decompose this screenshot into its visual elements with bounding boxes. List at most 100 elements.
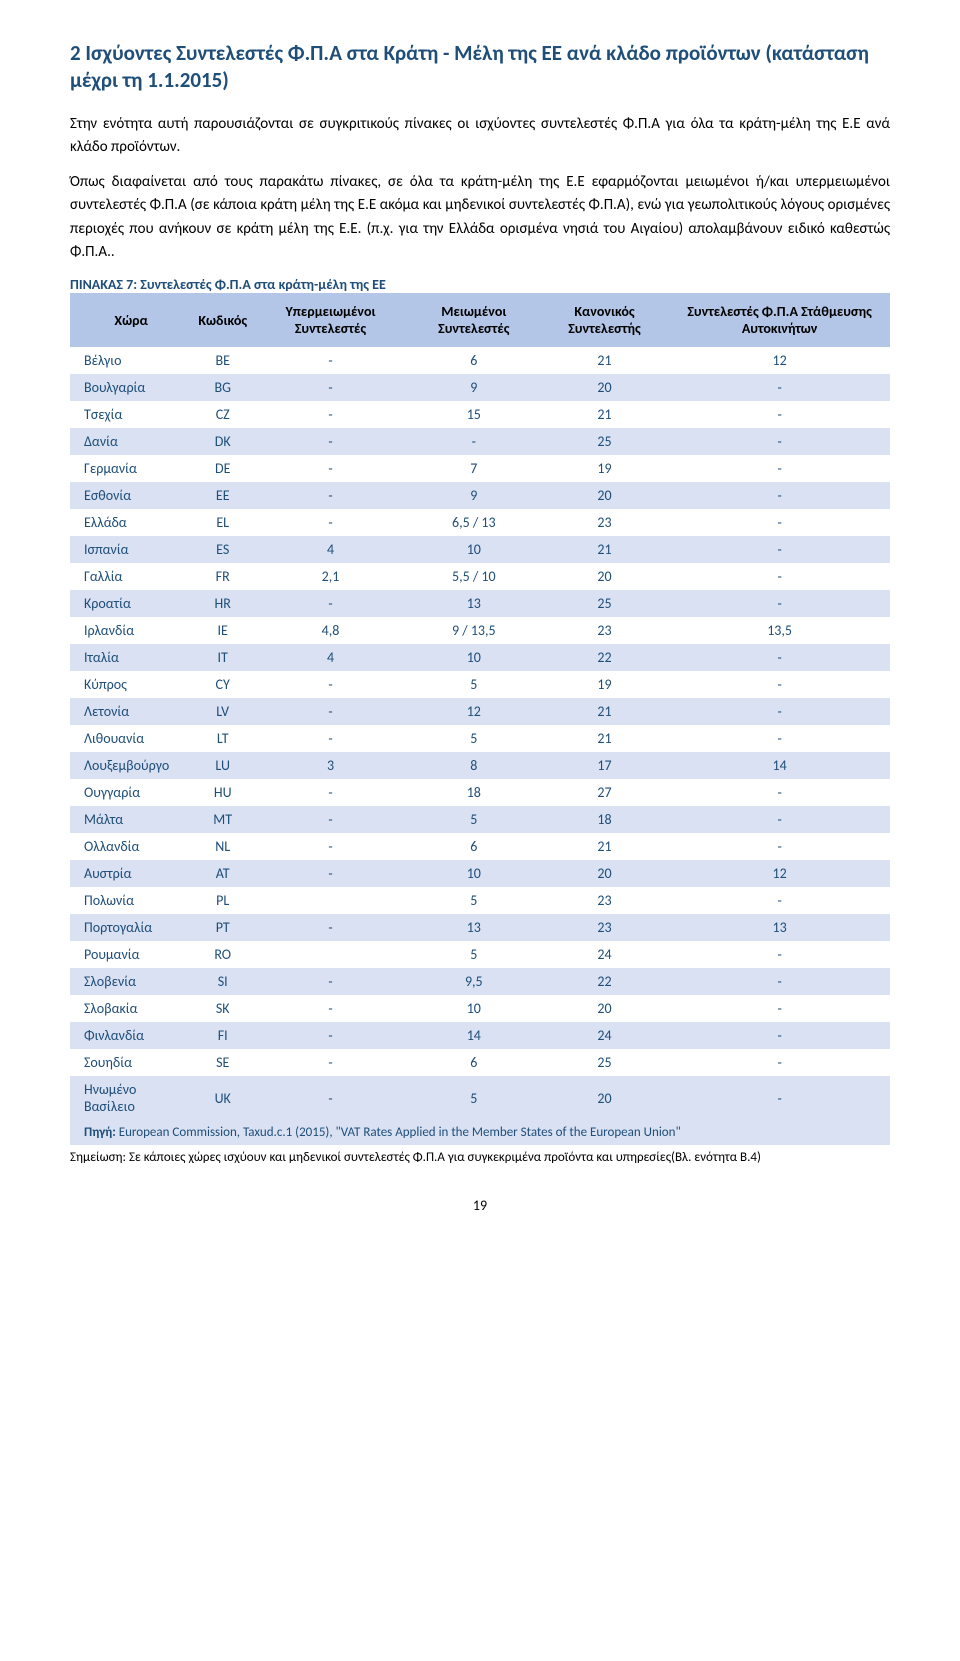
intro-paragraph-2: Όπως διαφαίνεται από τους παρακάτω πίνακ… <box>70 171 890 264</box>
table-cell: - <box>253 401 408 428</box>
table-cell: - <box>253 806 408 833</box>
table-row: ΕλλάδαEL-6,5 / 1323- <box>70 509 890 536</box>
table-cell: - <box>669 455 890 482</box>
table-cell: FI <box>192 1022 253 1049</box>
table-cell: - <box>669 1049 890 1076</box>
table-row: ΑυστρίαAT-102012 <box>70 860 890 887</box>
table-row: ΔανίαDK--25- <box>70 428 890 455</box>
table-cell: 2,1 <box>253 563 408 590</box>
table-cell: 4 <box>253 536 408 563</box>
table-cell: - <box>669 509 890 536</box>
table-row: ΠορτογαλίαPT-132313 <box>70 914 890 941</box>
table-row: ΓερμανίαDE-719- <box>70 455 890 482</box>
table-cell: 15 <box>408 401 540 428</box>
table-cell: - <box>669 941 890 968</box>
table-cell: 6 <box>408 347 540 374</box>
table-cell: 14 <box>408 1022 540 1049</box>
table-cell: 20 <box>540 860 670 887</box>
table-cell: - <box>669 1076 890 1120</box>
table-cell: - <box>253 779 408 806</box>
table-row: ΟλλανδίαNL-621- <box>70 833 890 860</box>
table-cell: Κροατία <box>70 590 192 617</box>
table-cell: 3 <box>253 752 408 779</box>
table-cell: 27 <box>540 779 670 806</box>
table-cell: Πορτογαλία <box>70 914 192 941</box>
table-cell: Πολωνία <box>70 887 192 914</box>
table-cell: 10 <box>408 995 540 1022</box>
table-cell: SI <box>192 968 253 995</box>
table-cell: 6 <box>408 1049 540 1076</box>
table-cell: 13 <box>408 914 540 941</box>
section-heading: 2 Ισχύοντες Συντελεστές Φ.Π.Α στα Κράτη … <box>70 40 890 95</box>
table-cell: EE <box>192 482 253 509</box>
table-cell: Βουλγαρία <box>70 374 192 401</box>
table-cell: - <box>408 428 540 455</box>
table-cell: - <box>669 482 890 509</box>
table-cell: - <box>669 536 890 563</box>
table-cell: 25 <box>540 590 670 617</box>
table-cell: - <box>669 995 890 1022</box>
table-cell: - <box>669 428 890 455</box>
table-cell: 21 <box>540 536 670 563</box>
table-cell: - <box>669 725 890 752</box>
table-cell <box>253 941 408 968</box>
table-cell: CY <box>192 671 253 698</box>
table-row: ΠολωνίαPL523- <box>70 887 890 914</box>
table-cell: - <box>669 968 890 995</box>
table-row: ΛουξεμβούργοLU381714 <box>70 752 890 779</box>
table-row: ΣουηδίαSE-625- <box>70 1049 890 1076</box>
table-cell: 5 <box>408 1076 540 1120</box>
table-cell: BE <box>192 347 253 374</box>
table-cell: 5 <box>408 671 540 698</box>
table-cell: - <box>253 725 408 752</box>
table-cell: Ουγγαρία <box>70 779 192 806</box>
table-cell: - <box>669 590 890 617</box>
intro-paragraph-1: Στην ενότητα αυτή παρουσιάζονται σε συγκ… <box>70 113 890 160</box>
table-cell: Ιταλία <box>70 644 192 671</box>
table-row: ΦινλανδίαFI-1424- <box>70 1022 890 1049</box>
table-cell: 7 <box>408 455 540 482</box>
table-row: ΓαλλίαFR2,15,5 / 1020- <box>70 563 890 590</box>
table-row: ΚύπροςCY-519- <box>70 671 890 698</box>
table-cell: 5 <box>408 887 540 914</box>
table-cell: - <box>669 833 890 860</box>
table-cell: - <box>669 671 890 698</box>
table-cell: 20 <box>540 563 670 590</box>
table-cell: IE <box>192 617 253 644</box>
table-cell: Κύπρος <box>70 671 192 698</box>
table-title: ΠΙΝΑΚΑΣ 7: Συντελεστές Φ.Π.Α στα κράτη-μ… <box>70 276 890 293</box>
table-cell: Φινλανδία <box>70 1022 192 1049</box>
table-cell: 5,5 / 10 <box>408 563 540 590</box>
table-cell: 13 <box>408 590 540 617</box>
table-cell: - <box>669 779 890 806</box>
table-cell: 12 <box>408 698 540 725</box>
table-cell: Ολλανδία <box>70 833 192 860</box>
table-cell: 21 <box>540 401 670 428</box>
table-cell: 25 <box>540 428 670 455</box>
table-cell: Βέλγιο <box>70 347 192 374</box>
table-row: ΛιθουανίαLT-521- <box>70 725 890 752</box>
table-cell: 9 <box>408 482 540 509</box>
table-cell: AT <box>192 860 253 887</box>
table-cell: - <box>253 1076 408 1120</box>
table-cell: - <box>669 806 890 833</box>
table-row: ΜάλταMT-518- <box>70 806 890 833</box>
table-cell: LT <box>192 725 253 752</box>
table-cell: Τσεχία <box>70 401 192 428</box>
table-cell: 23 <box>540 509 670 536</box>
col-standard: Κανονικός Συντελεστής <box>540 293 670 347</box>
table-cell: LU <box>192 752 253 779</box>
table-cell: FR <box>192 563 253 590</box>
table-cell: - <box>253 590 408 617</box>
table-cell: Σουηδία <box>70 1049 192 1076</box>
table-row: ΕσθονίαEE-920- <box>70 482 890 509</box>
table-cell: - <box>253 833 408 860</box>
table-source-row: Πηγή: European Commission, Taxud.c.1 (20… <box>70 1120 890 1145</box>
table-cell: 17 <box>540 752 670 779</box>
table-cell: BG <box>192 374 253 401</box>
table-cell: Λουξεμβούργο <box>70 752 192 779</box>
table-cell: 8 <box>408 752 540 779</box>
page-number: 19 <box>70 1197 890 1214</box>
table-cell: - <box>253 1022 408 1049</box>
table-cell: SK <box>192 995 253 1022</box>
